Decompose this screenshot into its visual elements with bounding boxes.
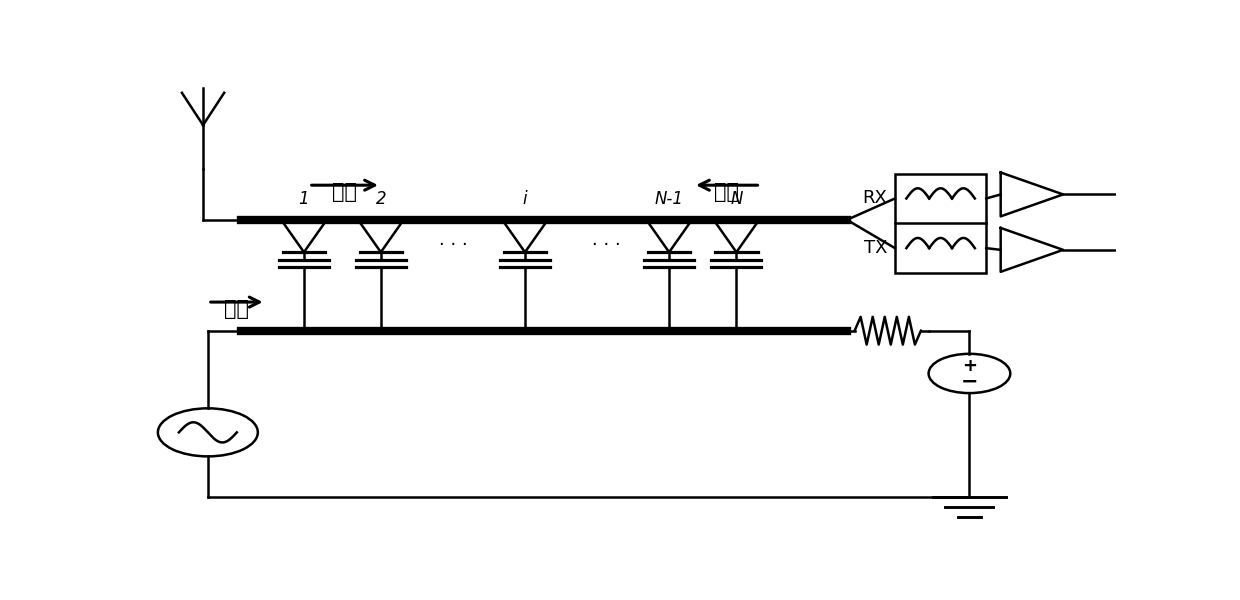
Text: 载波: 载波 [224,299,249,319]
Text: +: + [962,356,977,374]
Text: N-1: N-1 [655,190,683,208]
Text: · · ·: · · · [593,236,621,254]
Text: RX: RX [862,190,888,208]
Text: 接收: 接收 [332,182,357,202]
Text: · · ·: · · · [439,236,467,254]
Text: 1: 1 [299,190,309,208]
Text: 发射: 发射 [714,182,739,202]
Bar [895,173,986,273]
Text: 2: 2 [376,190,386,208]
Text: −: − [961,371,978,391]
Text: N: N [730,190,743,208]
Text: i: i [523,190,527,208]
Text: TX: TX [864,239,888,257]
